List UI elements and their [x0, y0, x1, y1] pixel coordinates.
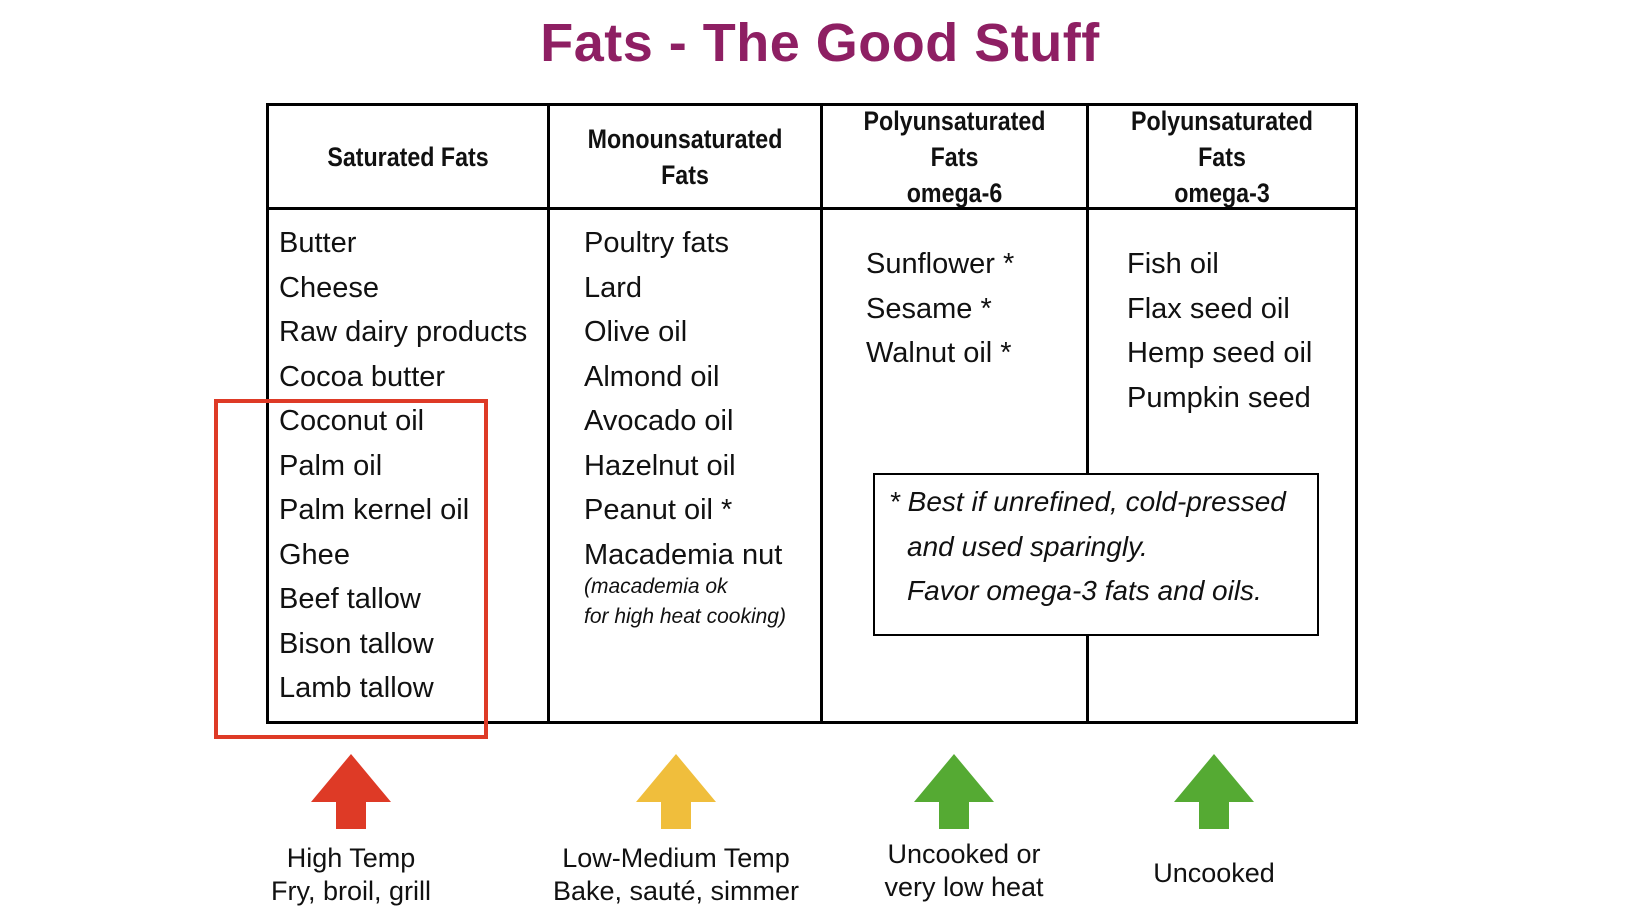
header-monounsaturated-fats: Monounsaturated Fats — [569, 106, 801, 207]
list-item: Macademia nut — [584, 538, 783, 571]
caption-line: High Temp — [286, 843, 416, 873]
header-line: Monounsaturated Fats — [587, 123, 783, 190]
caption-line: Bake, sauté, simmer — [552, 876, 800, 906]
header-polyunsaturated-omega-6: Polyunsaturated Fats omega-6 — [841, 105, 1067, 208]
list-item: Walnut oil * — [866, 337, 1012, 369]
list-item: Olive oil — [584, 316, 688, 348]
header-line: omega-3 — [1174, 177, 1270, 208]
up-arrow-icon — [914, 754, 994, 829]
caption-uncooked-or-low-heat: Uncooked or very low heat — [844, 838, 1084, 904]
list-item: Palm oil — [279, 449, 383, 482]
omega-6-list: Sunflower * Sesame * Walnut oil * — [866, 242, 1014, 376]
list-item: Fish oil — [1127, 248, 1219, 280]
column-divider — [547, 103, 550, 724]
list-item: Peanut oil * — [584, 494, 733, 526]
red-arrow-icon — [311, 754, 391, 829]
list-item: Cocoa butter — [279, 360, 446, 393]
saturated-fats-list: Butter Cheese Raw dairy products Cocoa b… — [279, 221, 527, 711]
list-item: Cheese — [279, 271, 379, 304]
column-divider — [1086, 103, 1089, 724]
caption-high-temp: High Temp Fry, broil, grill — [231, 842, 471, 908]
up-arrow-icon — [311, 754, 391, 829]
column-divider — [820, 103, 823, 724]
header-line: Polyunsaturated Fats — [1131, 105, 1313, 172]
caption-uncooked: Uncooked — [1094, 857, 1334, 890]
up-arrow-icon — [636, 754, 716, 829]
list-item: Hazelnut oil — [584, 449, 736, 482]
list-item: Pumpkin seed — [1127, 381, 1311, 414]
header-line: Polyunsaturated Fats — [863, 105, 1046, 172]
caption-line: Low-Medium Temp — [562, 843, 790, 873]
yellow-arrow-icon — [636, 754, 716, 829]
list-item: Lard — [584, 271, 643, 304]
header-line: Saturated Fats — [327, 141, 489, 172]
list-item: Ghee — [279, 538, 350, 571]
up-arrow-icon — [1174, 754, 1254, 829]
footnote-line: Favor omega-3 fats and oils. — [907, 575, 1262, 606]
caption-line: Uncooked or — [887, 839, 1041, 869]
caption-low-medium-temp: Low-Medium Temp Bake, sauté, simmer — [536, 842, 816, 908]
list-item: Poultry fats — [584, 227, 730, 259]
list-item: Almond oil — [584, 360, 720, 393]
caption-line: very low heat — [884, 872, 1044, 902]
footnote-box: * Best if unrefined, cold-pressed and us… — [873, 473, 1319, 636]
header-saturated-fats: Saturated Fats — [288, 106, 527, 207]
page-title: Fats - The Good Stuff — [540, 13, 1100, 73]
header-divider — [266, 207, 1358, 210]
monounsaturated-fats-list: Poultry fats Lard Olive oil Almond oil A… — [584, 221, 782, 577]
list-item: Lamb tallow — [279, 672, 434, 704]
list-item: Flax seed oil — [1127, 292, 1290, 325]
list-item: Sunflower * — [866, 248, 1015, 280]
caption-line: Fry, broil, grill — [270, 876, 431, 906]
high-heat-highlight — [214, 399, 488, 739]
header-polyunsaturated-omega-3: Polyunsaturated Fats omega-3 — [1108, 105, 1337, 208]
footnote-line: * Best if unrefined, cold-pressed — [889, 486, 1286, 517]
list-item: Palm kernel oil — [279, 494, 470, 526]
green-arrow-icon — [1174, 754, 1254, 829]
header-line: omega-6 — [906, 177, 1003, 208]
list-item: Butter — [279, 227, 357, 259]
caption-line: Uncooked — [1153, 858, 1275, 888]
list-item: Coconut oil — [279, 405, 425, 437]
footnote-line: and used sparingly. — [907, 531, 1148, 562]
green-arrow-icon — [914, 754, 994, 829]
list-item: Sesame * — [866, 292, 992, 325]
list-item: Bison tallow — [279, 627, 434, 660]
note-line: (macademia ok — [584, 575, 728, 598]
fats-table — [266, 103, 1358, 724]
macademia-note: (macademia ok for high heat cooking) — [584, 572, 786, 632]
list-item: Avocado oil — [584, 405, 734, 437]
list-item: Beef tallow — [279, 583, 421, 615]
omega-3-list: Fish oil Flax seed oil Hemp seed oil Pum… — [1127, 242, 1312, 420]
list-item: Hemp seed oil — [1127, 337, 1313, 369]
list-item: Raw dairy products — [279, 316, 528, 348]
note-line: for high heat cooking) — [584, 605, 786, 628]
